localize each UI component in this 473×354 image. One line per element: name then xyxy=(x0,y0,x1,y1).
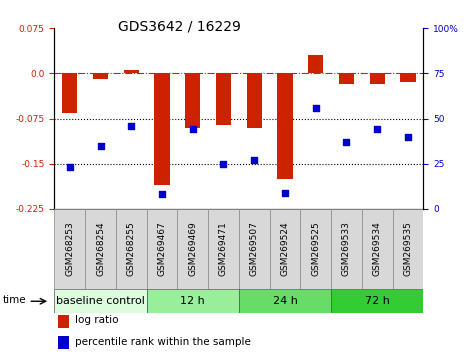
Text: GSM269471: GSM269471 xyxy=(219,221,228,276)
Point xyxy=(312,105,320,110)
Text: log ratio: log ratio xyxy=(75,315,118,325)
Text: GSM269467: GSM269467 xyxy=(158,221,166,276)
Bar xyxy=(362,209,393,289)
Point xyxy=(128,123,135,129)
Bar xyxy=(246,74,262,128)
Bar xyxy=(177,209,208,289)
Bar xyxy=(62,74,78,113)
Text: GSM269525: GSM269525 xyxy=(311,221,320,276)
Bar xyxy=(270,209,300,289)
Bar xyxy=(400,74,416,82)
Bar xyxy=(277,74,293,179)
Text: percentile rank within the sample: percentile rank within the sample xyxy=(75,337,251,347)
Point xyxy=(281,190,289,195)
Text: GSM269533: GSM269533 xyxy=(342,221,351,276)
Point xyxy=(374,127,381,132)
Bar xyxy=(339,74,354,84)
Text: GSM268255: GSM268255 xyxy=(127,221,136,276)
Bar xyxy=(216,74,231,125)
Bar xyxy=(331,289,423,313)
Bar xyxy=(239,209,270,289)
Bar xyxy=(116,209,147,289)
Point xyxy=(158,192,166,197)
Point xyxy=(404,134,412,139)
Text: GSM268254: GSM268254 xyxy=(96,221,105,276)
Bar xyxy=(369,74,385,84)
Point xyxy=(189,127,197,132)
Text: GSM269534: GSM269534 xyxy=(373,221,382,276)
Bar xyxy=(208,209,239,289)
Text: 12 h: 12 h xyxy=(180,296,205,306)
Text: time: time xyxy=(3,295,26,305)
Text: GSM268253: GSM268253 xyxy=(65,221,74,276)
Point xyxy=(219,161,227,167)
Text: GSM269524: GSM269524 xyxy=(280,221,289,276)
Bar xyxy=(54,289,147,313)
Bar xyxy=(185,74,201,128)
Point xyxy=(251,157,258,163)
Bar xyxy=(147,289,239,313)
Bar xyxy=(331,209,362,289)
Bar xyxy=(93,74,108,80)
Text: GDS3642 / 16229: GDS3642 / 16229 xyxy=(118,19,241,34)
Bar xyxy=(58,315,69,328)
Point xyxy=(96,143,104,149)
Bar xyxy=(123,70,139,74)
Text: GSM269507: GSM269507 xyxy=(250,221,259,276)
Point xyxy=(66,165,74,170)
Text: 24 h: 24 h xyxy=(272,296,298,306)
Text: GSM269469: GSM269469 xyxy=(188,221,197,276)
Bar xyxy=(154,74,170,185)
Bar xyxy=(393,209,423,289)
Bar xyxy=(300,209,331,289)
Text: 72 h: 72 h xyxy=(365,296,390,306)
Bar xyxy=(85,209,116,289)
Point xyxy=(342,139,350,145)
Bar xyxy=(239,289,331,313)
Bar xyxy=(58,336,69,349)
Text: baseline control: baseline control xyxy=(56,296,145,306)
Bar xyxy=(54,209,85,289)
Bar xyxy=(308,56,324,74)
Bar xyxy=(147,209,177,289)
Text: GSM269535: GSM269535 xyxy=(403,221,412,276)
